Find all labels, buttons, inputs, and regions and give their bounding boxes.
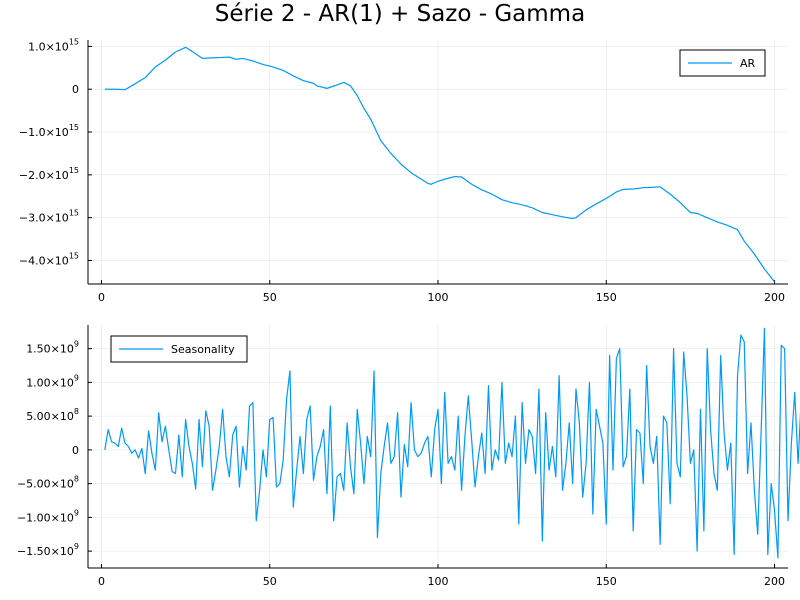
x-tick-label: 150 [596,291,617,304]
y-tick-label: 0 [72,444,79,457]
legend-label: AR [740,57,756,70]
y-tick-label: −1.00×109 [17,508,79,524]
legend-label: Seasonality [171,343,235,356]
plot-panel-1: 0 50 100 150 200 1.0×1015 0 −1.0×1015 −2.0×1015 −… [19,37,788,304]
y-tick-label: −2.0×1015 [19,166,79,182]
y-tick-label: −1.0×1015 [19,123,79,139]
y-tick-label: −5.00×108 [17,475,79,491]
y-tick-label: 1.00×109 [26,373,79,389]
series-line-ar [104,46,776,283]
plot-panel-2: 0 50 100 150 200 1.50×109 1.00×109 5.00×108 0 −5.… [17,325,800,588]
chart-title: Série 2 - AR(1) + Sazo - Gamma [214,1,586,27]
x-tick-label: 50 [263,575,277,588]
y-tick-label: 0 [72,83,79,96]
y-tick-label: 1.50×109 [26,340,79,356]
x-tick-label: 0 [98,575,105,588]
x-tick-label: 150 [596,575,617,588]
x-tick-label: 100 [428,291,449,304]
x-tick-label: 100 [428,575,449,588]
legend: Seasonality [110,335,248,363]
series-line-seasonality [104,327,800,559]
x-tick-label: 200 [764,575,785,588]
y-tick-label: 5.00×108 [26,407,79,423]
legend: AR [679,49,766,77]
y-tick-label: −1.50×109 [17,542,79,558]
x-tick-label: 50 [263,291,277,304]
y-tick-label: −4.0×1015 [19,251,79,267]
x-tick-label: 0 [98,291,105,304]
y-tick-label: −3.0×1015 [19,209,79,225]
x-tick-label: 200 [764,291,785,304]
y-tick-label: 1.0×1015 [28,37,79,53]
